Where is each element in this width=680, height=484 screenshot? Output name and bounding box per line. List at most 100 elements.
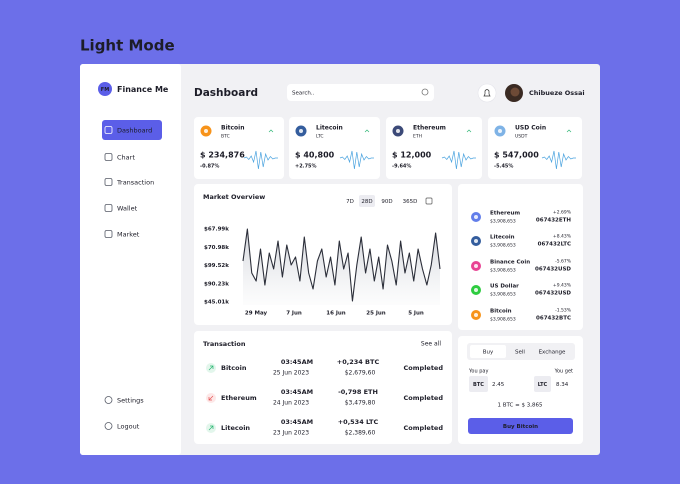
coin-arrow xyxy=(364,129,370,133)
nav-item[interactable]: Market xyxy=(117,231,140,239)
coin-value: $ 234,876 xyxy=(200,151,245,160)
watch-name: US Dollar xyxy=(490,284,519,290)
footer-icon xyxy=(104,422,113,430)
nav-item[interactable]: Wallet xyxy=(117,205,138,213)
chart-title: Market Overview xyxy=(203,193,265,201)
footer-icon xyxy=(104,396,113,404)
tx-date: 24 Jun 2023 xyxy=(273,400,309,407)
coin-change: -0.87% xyxy=(200,164,219,170)
coin-icon-inner xyxy=(299,129,303,133)
calendar-icon[interactable] xyxy=(425,197,433,205)
coin-name: Ethereum xyxy=(413,125,446,132)
tx-amount: -0,798 ETH xyxy=(338,388,378,396)
pay-amount: 2.45 xyxy=(492,382,505,388)
watch-change: +9.43% xyxy=(553,283,572,289)
brand-name: Finance Me xyxy=(117,85,169,94)
buy-button[interactable] xyxy=(468,418,573,434)
coin-change: +2.75% xyxy=(295,164,317,170)
see-all-link[interactable]: See all xyxy=(421,341,441,348)
x-axis-label: 5 Jun xyxy=(408,311,424,317)
bell-icon xyxy=(483,89,491,97)
exchange-rate: 1 BTC = $ 3,865 xyxy=(498,403,543,409)
tx-status: Completed xyxy=(404,424,444,432)
get-currency-box[interactable] xyxy=(534,376,551,392)
notification-button[interactable] xyxy=(477,83,497,103)
coin-arrow xyxy=(268,129,274,133)
tx-status: Completed xyxy=(404,364,444,372)
tx-time: 03:45AM xyxy=(281,358,313,366)
buy-button-label[interactable]: Buy Bitcoin xyxy=(503,424,538,430)
coin-value: $ 12,000 xyxy=(392,151,432,160)
transaction-title: Transaction xyxy=(203,340,246,348)
search-icon xyxy=(421,88,429,96)
watch-amount: 067432USD xyxy=(535,267,571,273)
search-box[interactable] xyxy=(287,84,434,101)
sidebar xyxy=(80,64,181,455)
trade-tab[interactable]: Sell xyxy=(515,350,525,356)
coin-name: Bitcoin xyxy=(221,125,245,132)
watch-price: $3,908,653 xyxy=(490,243,516,249)
coin-card xyxy=(194,117,284,179)
trade-tab[interactable]: Exchange xyxy=(539,350,566,356)
nav-icon xyxy=(104,204,113,212)
coin-card xyxy=(289,117,380,179)
pay-currency-box[interactable] xyxy=(469,376,488,392)
tx-name: Bitcoin xyxy=(221,364,247,372)
coin-arrow xyxy=(566,129,572,133)
coin-icon-inner xyxy=(204,129,208,133)
coin-card xyxy=(386,117,482,179)
trade-card xyxy=(458,336,583,444)
watch-icon-inner xyxy=(474,215,478,219)
period-option[interactable]: 365D xyxy=(403,199,418,205)
coin-symbol: USDT xyxy=(515,134,528,140)
search-placeholder: Search.. xyxy=(292,91,315,97)
nav-icon xyxy=(104,126,113,134)
tab-active-bg[interactable] xyxy=(470,345,506,358)
get-label: You get xyxy=(554,369,573,375)
trade-tab[interactable]: Buy xyxy=(483,350,494,356)
nav-item[interactable]: Transaction xyxy=(116,179,154,187)
y-axis-label: $70.98k xyxy=(204,245,229,251)
coin-name: Litecoin xyxy=(316,125,343,132)
tx-time: 03:45AM xyxy=(281,418,313,426)
coin-sparkline xyxy=(441,150,476,170)
coin-symbol: ETH xyxy=(413,134,422,140)
nav-icon xyxy=(104,230,113,238)
period-option[interactable]: 90D xyxy=(381,199,392,205)
nav-active-bg[interactable] xyxy=(102,120,162,140)
watch-name: Litecoin xyxy=(490,235,515,241)
watch-icon-inner xyxy=(474,313,478,317)
nav-icon xyxy=(104,153,113,161)
footer-item[interactable]: Settings xyxy=(117,397,144,405)
tx-arrow xyxy=(208,395,214,401)
coin-sparkline xyxy=(541,150,576,170)
coin-name: USD Coin xyxy=(515,125,546,132)
tx-name: Litecoin xyxy=(221,424,250,432)
brand-initials: FM xyxy=(101,87,109,93)
tx-arrow xyxy=(208,365,214,371)
tx-amount: +0,534 LTC xyxy=(338,418,379,426)
user-name: Chibueze Ossai xyxy=(529,89,585,97)
period-active-bg[interactable] xyxy=(359,195,375,207)
nav-item[interactable]: Chart xyxy=(117,154,135,162)
watch-amount: 067432BTC xyxy=(536,316,571,322)
watch-change: -5.67% xyxy=(555,259,572,265)
avatar-face xyxy=(510,87,520,97)
coin-value: $ 547,000 xyxy=(494,151,539,160)
coin-sparkline xyxy=(339,150,374,170)
coin-value: $ 40,800 xyxy=(295,151,335,160)
tx-date: 23 Jun 2023 xyxy=(273,430,309,437)
period-option[interactable]: 28D xyxy=(361,199,372,205)
tx-name: Ethereum xyxy=(221,394,257,402)
watch-change: +2.69% xyxy=(553,210,572,216)
watch-icon-inner xyxy=(474,288,478,292)
footer-item[interactable]: Logout xyxy=(117,423,140,431)
transaction-card xyxy=(194,331,452,444)
coin-card xyxy=(488,117,582,179)
nav-item[interactable]: Dashboard xyxy=(117,127,152,135)
coin-symbol: BTC xyxy=(221,134,230,140)
coin-icon-inner xyxy=(498,129,502,133)
period-option[interactable]: 7D xyxy=(346,199,354,205)
